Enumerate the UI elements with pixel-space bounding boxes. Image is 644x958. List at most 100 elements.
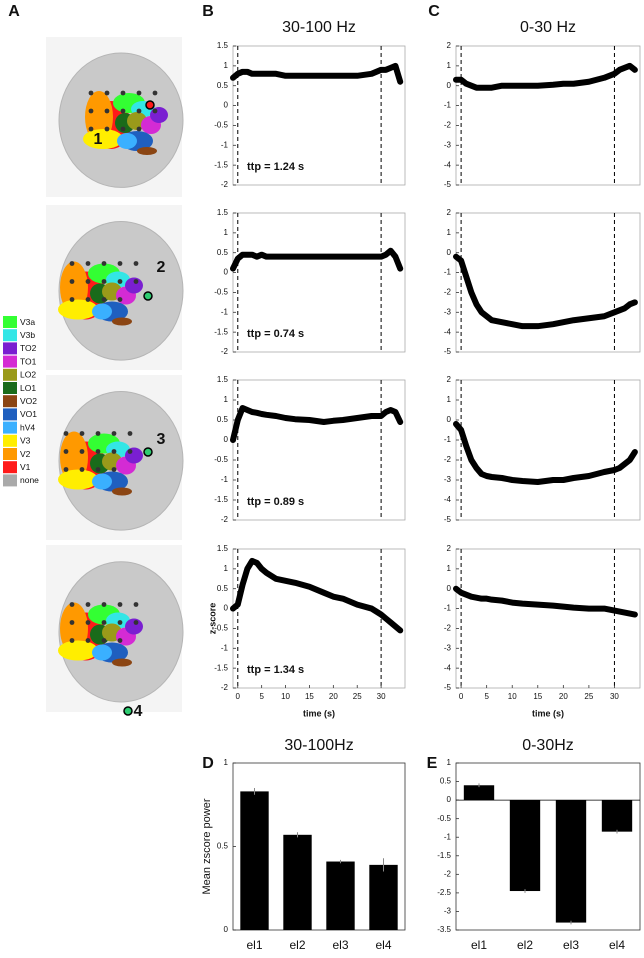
y-tick-label: -1 — [444, 101, 452, 110]
z-score-trace — [453, 585, 638, 618]
y-tick-label: -0.5 — [214, 288, 228, 297]
electrode-dot — [117, 297, 123, 302]
electrode-dot — [95, 467, 101, 472]
visual-area — [112, 317, 132, 326]
y-tick-label: -2 — [444, 455, 452, 464]
y-tick-label: 2 — [447, 41, 452, 50]
x-tick-label: 25 — [353, 692, 362, 701]
legend-swatch — [3, 355, 17, 368]
ttp-annotation: ttp = 1.34 s — [247, 664, 304, 676]
electrode-dot — [85, 602, 91, 607]
y-tick-label: -5 — [444, 180, 452, 189]
brain-image: 2 — [46, 205, 184, 370]
electrode-dot — [69, 261, 75, 266]
y-tick-label: 1.5 — [217, 41, 229, 50]
y-tick-label: -4 — [444, 495, 452, 504]
legend-label: VO2 — [20, 396, 37, 406]
visual-area — [83, 129, 123, 149]
y-tick-label: -1.5 — [214, 160, 228, 169]
electrode-dot — [111, 431, 117, 436]
legend-label: none — [20, 475, 39, 485]
legend-swatch — [3, 421, 17, 434]
chart-title: 0-30Hz — [522, 737, 574, 754]
y-tick-label: 0.5 — [440, 777, 452, 786]
y-tick-label: -1 — [221, 643, 229, 652]
ttp-annotation: ttp = 0.89 s — [247, 496, 304, 508]
visual-area — [125, 618, 143, 635]
panel-label: C — [428, 3, 440, 20]
y-tick-label: 0 — [224, 101, 229, 110]
electrode-dot — [133, 279, 139, 284]
brain-image: 4 — [46, 545, 184, 720]
y-tick-label: -3 — [444, 907, 452, 916]
y-tick-label: 0 — [224, 604, 229, 613]
electrode-dot — [117, 638, 123, 643]
legend-label: V1 — [20, 462, 31, 472]
visual-area — [92, 473, 112, 490]
legend-swatch — [3, 474, 17, 487]
electrode-highlight — [145, 100, 155, 110]
y-tick-label: -0.5 — [214, 121, 228, 130]
electrode-dot — [117, 279, 123, 284]
electrode-dot — [95, 431, 101, 436]
x-axis-label: time (s) — [303, 708, 335, 718]
visual-area — [58, 469, 98, 490]
electrode-dot — [85, 638, 91, 643]
electrode-highlight — [143, 447, 153, 457]
electrode-dot — [95, 449, 101, 454]
electrode-dot — [120, 108, 126, 114]
legend-swatch — [3, 395, 17, 408]
electrode-dot — [117, 620, 123, 625]
y-tick-label: 1 — [447, 758, 452, 767]
y-tick-label: -3 — [444, 643, 452, 652]
bar — [326, 861, 355, 930]
bar — [369, 864, 398, 930]
electrode-dot — [63, 431, 69, 436]
legend-swatch — [3, 408, 17, 421]
x-tick-label: el3 — [563, 938, 579, 952]
x-tick-label: 20 — [559, 692, 568, 701]
panel-label: B — [202, 3, 214, 20]
y-tick-label: 2 — [447, 375, 452, 384]
plot-frame — [455, 762, 641, 931]
legend-swatch — [3, 382, 17, 394]
y-tick-label: -0.5 — [214, 455, 228, 464]
y-tick-label: -3 — [444, 140, 452, 149]
y-tick-label: -4 — [444, 663, 452, 672]
visual-area — [117, 133, 137, 149]
electrode-dot — [85, 620, 91, 625]
electrode-dot — [85, 279, 91, 284]
y-tick-label: -4 — [444, 160, 452, 169]
electrode-dot — [79, 449, 85, 454]
panel-label: D — [202, 755, 214, 772]
y-tick-label: -2 — [444, 121, 452, 130]
electrode-label: 2 — [157, 259, 166, 276]
y-tick-label: -2 — [444, 869, 452, 878]
electrode-dot — [127, 431, 133, 436]
bar — [463, 785, 495, 801]
chart-title: 30-100Hz — [284, 737, 353, 754]
electrode-dot — [69, 602, 75, 607]
legend-label: V3b — [20, 330, 35, 340]
y-tick-label: 1.5 — [217, 544, 229, 553]
y-tick-label: -5 — [444, 347, 452, 356]
y-tick-label: 0.5 — [217, 248, 229, 257]
electrode-dot — [133, 620, 139, 625]
visual-area — [125, 277, 143, 294]
electrode-dot — [69, 638, 75, 643]
legend-swatch — [3, 316, 17, 328]
brain-image: 3 — [46, 375, 184, 540]
brain-image: 1 — [46, 37, 184, 197]
visual-area — [92, 644, 112, 661]
x-tick-label: 10 — [508, 692, 517, 701]
bar — [240, 791, 269, 930]
y-tick-label: 0 — [447, 584, 452, 593]
electrode-dot — [152, 90, 158, 96]
electrode-dot — [88, 108, 94, 114]
plot-frame — [455, 379, 641, 521]
y-tick-label: -1.5 — [214, 663, 228, 672]
electrode-dot — [88, 90, 94, 96]
electrode-dot — [79, 431, 85, 436]
